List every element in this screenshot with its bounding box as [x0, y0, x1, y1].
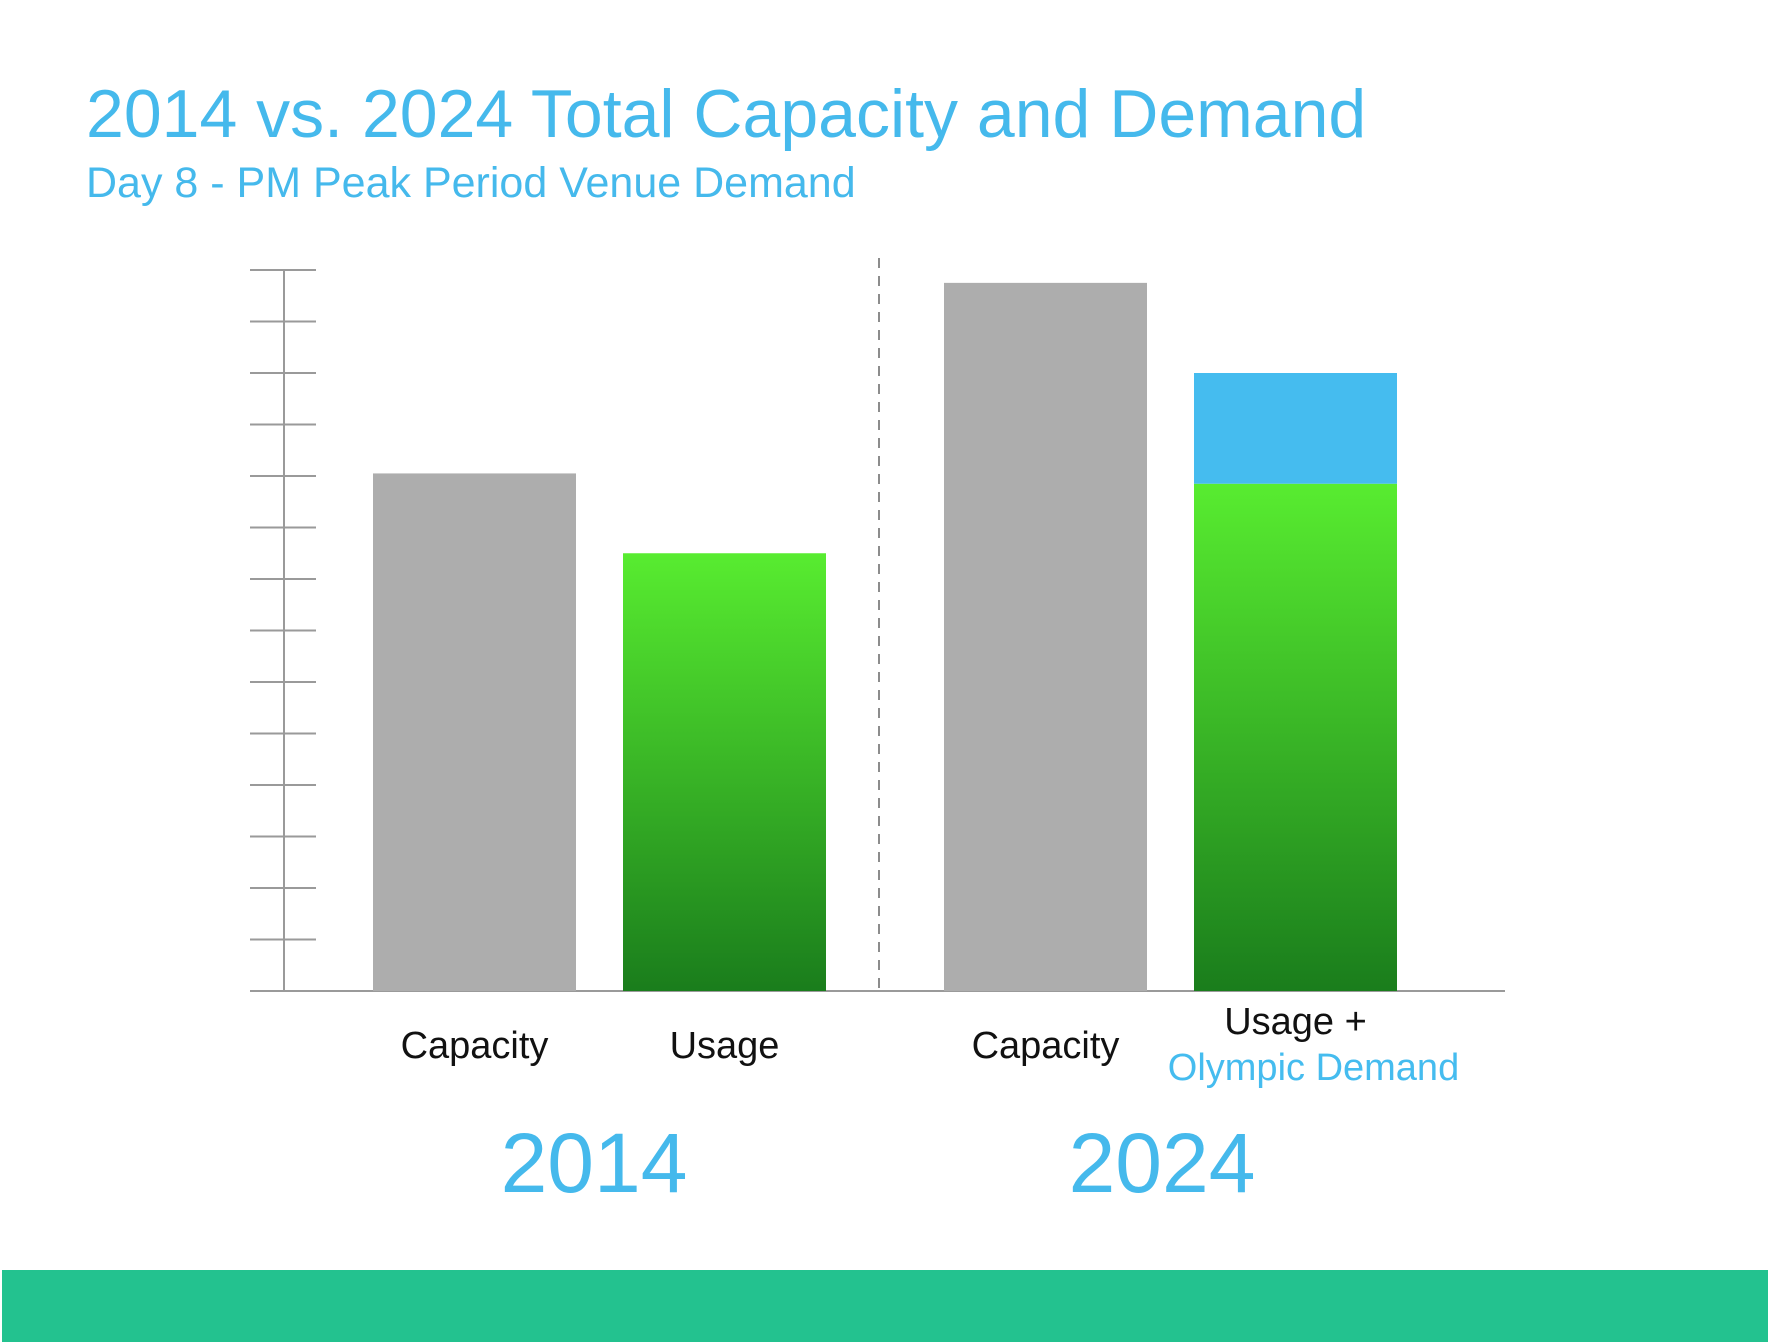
bar-2024-usage: Usage: 9.85	[1194, 483, 1397, 991]
bar-2014-capacity: Capacity: 10.05	[373, 473, 576, 991]
bar-layer: Capacity: 10.05Usage: 8.5 Capacity: 13.75…	[373, 282, 1397, 991]
label-layer: Capacity Usage Capacity Usage +Olympic Dema…	[401, 1001, 1460, 1210]
footer-band	[2, 1270, 1768, 1342]
x-tick-label: Capacity	[401, 1025, 549, 1067]
x-tick-label: Capacity	[972, 1025, 1120, 1067]
group-label-2014: 2014	[501, 1116, 688, 1210]
x-tick-label: Usage	[670, 1025, 780, 1067]
bar-2014-usage: Usage: 8.5	[623, 553, 826, 991]
bar-2024-capacity: Capacity: 13.75	[944, 282, 1147, 991]
chart-subtitle: Day 8 - PM Peak Period Venue Demand	[86, 159, 856, 207]
bar-chart: Capacity: 10.05Usage: 8.5 Capacity: 13.75…	[250, 258, 1505, 1210]
x-tick-label: Usage +	[1224, 1001, 1367, 1043]
x-tick-label-olympic: Olympic Demand	[1168, 1047, 1459, 1089]
chart-title: 2014 vs. 2024 Total Capacity and Demand	[86, 76, 1367, 152]
group-label-2024: 2024	[1069, 1116, 1256, 1210]
bar-2024-olympic-demand: Olympic Demand: 2.15	[1194, 373, 1397, 484]
